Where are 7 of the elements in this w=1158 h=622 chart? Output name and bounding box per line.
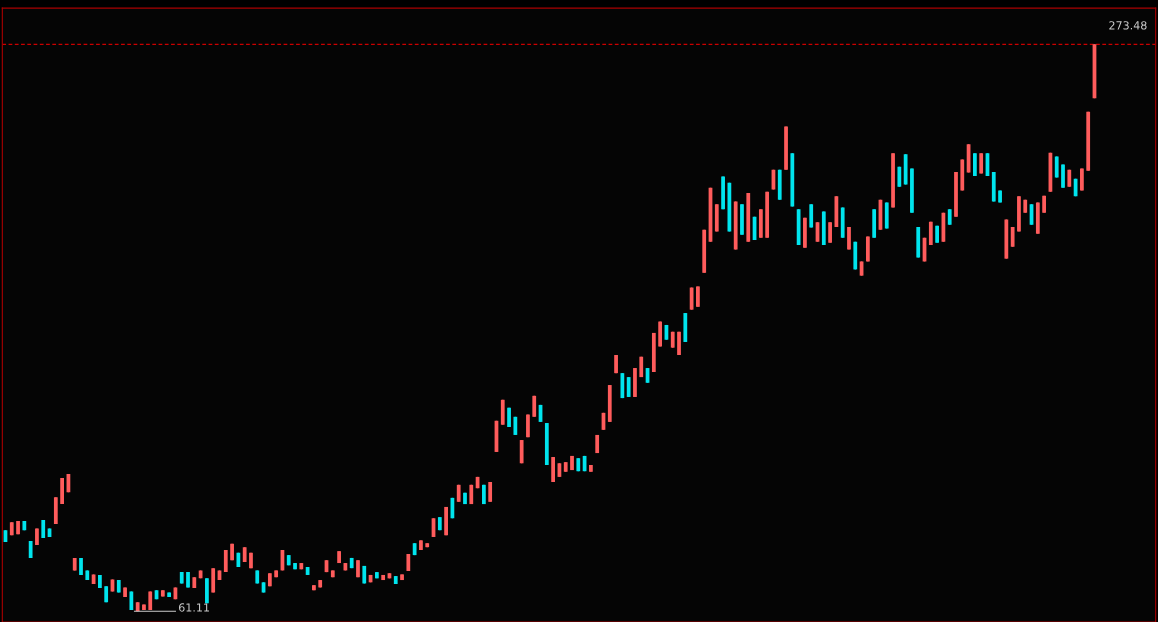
candlestick	[626, 376, 631, 398]
candlestick	[828, 221, 832, 244]
text: 273.48	[1109, 21, 1147, 30]
candlestick	[979, 152, 984, 175]
annotation: 61.11	[178, 603, 209, 612]
candlestick	[972, 152, 977, 177]
candlestick	[696, 285, 700, 308]
